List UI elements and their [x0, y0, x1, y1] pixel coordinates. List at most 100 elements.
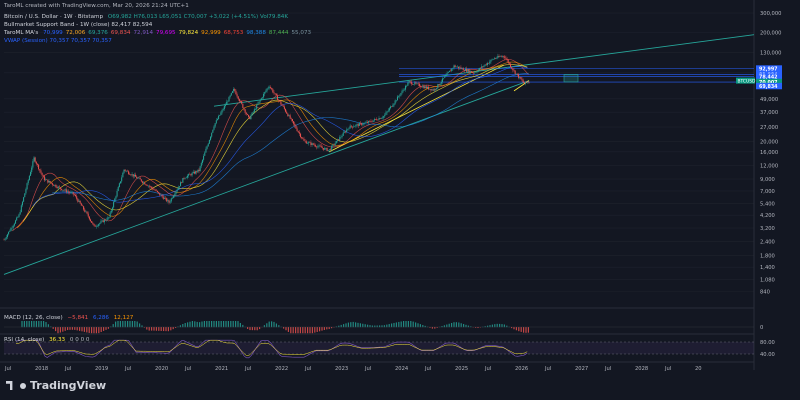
candle-body: [413, 84, 415, 85]
macd-bar: [299, 327, 301, 334]
candle-body: [184, 178, 186, 179]
candle-body: [288, 115, 290, 117]
candle-body: [107, 217, 109, 220]
candle-body: [241, 101, 243, 104]
candle-body: [279, 100, 281, 102]
candle-body: [225, 104, 227, 106]
macd-v1: −5,841: [67, 315, 89, 321]
candle-body: [23, 197, 25, 202]
candle-body: [324, 148, 326, 150]
candle-body: [191, 172, 193, 176]
candle-body: [493, 58, 495, 60]
candle-body: [342, 132, 344, 136]
macd-bar: [271, 321, 273, 328]
candle-body: [437, 84, 439, 89]
moving-average-line-2: [22, 64, 528, 222]
tradingview-watermark[interactable]: TradingView: [6, 379, 106, 392]
macd-label[interactable]: MACD (12, 26, close): [4, 315, 63, 321]
candle-body: [406, 85, 408, 87]
candle-body: [318, 145, 320, 147]
macd-bar: [131, 321, 133, 328]
candle-body: [75, 194, 77, 197]
candle-body: [34, 157, 36, 162]
candle-body: [98, 224, 100, 226]
candle-body: [476, 71, 478, 73]
candle-body: [32, 161, 34, 168]
candle-body: [308, 142, 310, 144]
macd-bar: [520, 327, 522, 332]
candle-body: [471, 72, 473, 73]
candle-body: [518, 74, 520, 78]
candle-body: [514, 70, 516, 74]
candle-body: [266, 88, 268, 91]
candle-body: [325, 147, 327, 149]
macd-bar: [158, 327, 160, 331]
candle-body: [86, 211, 88, 214]
candle-body: [72, 192, 74, 195]
macd-bar: [465, 324, 467, 328]
candle-body: [500, 56, 502, 57]
candle-body: [477, 69, 479, 72]
price-badge: [756, 73, 782, 80]
candle-body: [226, 101, 228, 105]
bull-band-label[interactable]: Bullmarket Support Band - 1W (close) 82,…: [4, 22, 153, 28]
candle-body: [214, 123, 216, 127]
candle-body: [136, 176, 138, 179]
candle-body: [228, 96, 230, 102]
candle-body: [151, 186, 153, 189]
candle-body: [20, 205, 22, 212]
candle-body: [170, 198, 172, 202]
macd-bar: [374, 325, 376, 328]
candle-body: [323, 148, 325, 150]
macd-bar: [424, 325, 426, 328]
candle-body: [390, 106, 392, 109]
candle-body: [46, 179, 48, 181]
candle-body: [335, 140, 337, 144]
candle-body: [45, 179, 47, 181]
macd-bar: [218, 321, 220, 328]
time-axis-label: Jul: [124, 366, 131, 372]
macd-bar: [345, 323, 347, 328]
candle-body: [364, 122, 366, 124]
symbol-title[interactable]: Bitcoin / U.S. Dollar · 1W · Bitstamp: [4, 14, 104, 20]
macd-bar: [115, 321, 117, 328]
candle-body: [360, 123, 362, 124]
candle-body: [261, 97, 263, 99]
candle-body: [396, 96, 398, 101]
candle-body: [185, 177, 187, 179]
rsi-label[interactable]: RSI (14, close): [4, 337, 45, 343]
mas-label[interactable]: TaroML MA's: [4, 30, 39, 36]
rsi-signal-line: [16, 339, 528, 356]
candle-body: [326, 147, 328, 151]
macd-bar: [139, 323, 141, 328]
candle-body: [250, 115, 252, 119]
candle-body: [481, 66, 483, 69]
symbol-badge-label: BTCUSD: [738, 78, 757, 84]
candle-body: [368, 121, 370, 123]
candle-body: [315, 145, 317, 147]
candle-body: [192, 171, 194, 173]
candle-body: [522, 80, 524, 83]
trendline-0: [3, 80, 530, 275]
time-axis-label: Jul: [304, 366, 311, 372]
candle-body: [331, 145, 333, 150]
candle-body: [103, 219, 105, 223]
candle-body: [11, 227, 13, 229]
macd-bar: [103, 327, 105, 331]
candle-body: [347, 128, 349, 130]
candle-body: [255, 109, 257, 110]
candle-body: [33, 157, 35, 162]
candle-body: [291, 119, 293, 122]
candle-body: [355, 124, 357, 127]
candle-body: [289, 115, 291, 119]
candle-body: [41, 172, 43, 176]
candle-body: [348, 128, 350, 129]
candle-body: [312, 143, 314, 145]
vwap-label[interactable]: VWAP (Session) 70,357 70,357 70,357: [4, 38, 112, 44]
macd-bar: [79, 327, 81, 331]
macd-bar: [506, 325, 508, 328]
candle-body: [27, 180, 29, 184]
macd-bar: [163, 327, 165, 332]
candle-body: [435, 89, 437, 90]
